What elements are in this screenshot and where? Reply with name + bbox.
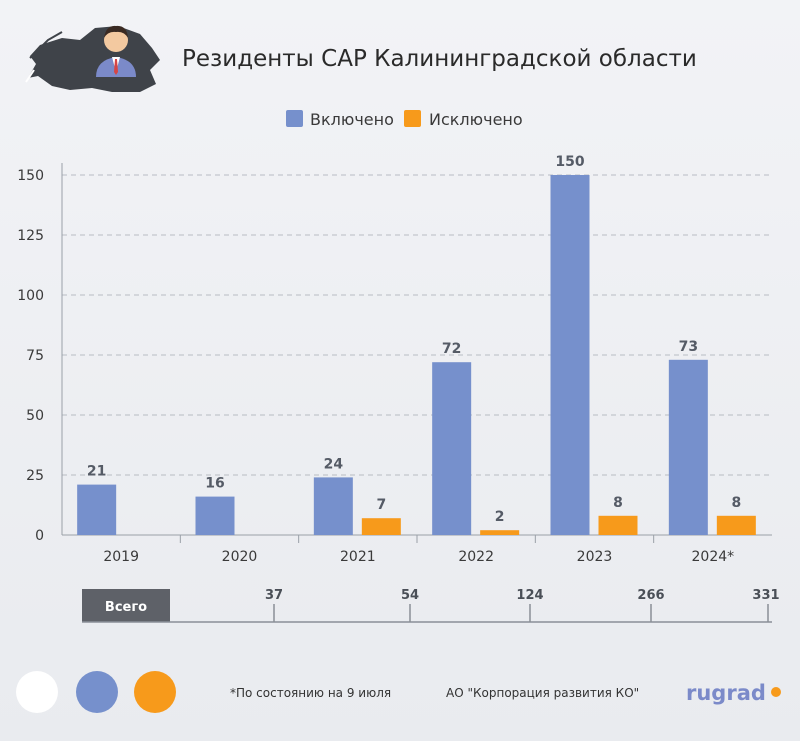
x-tick-label: 2024* bbox=[692, 549, 735, 565]
bars bbox=[77, 175, 756, 535]
footnote: *По состоянию на 9 июля bbox=[230, 686, 391, 700]
x-tick-label: 2021 bbox=[340, 549, 376, 565]
bar-included bbox=[313, 477, 353, 535]
footer: *По состоянию на 9 июля АО "Корпорация р… bbox=[16, 671, 781, 713]
data-labels: 21 16 24 7 72 2 150 8 73 8 bbox=[87, 154, 741, 525]
chart-title: Резиденты САР Калининградской области bbox=[182, 46, 697, 72]
totals-values: 37 54 124 266 331 bbox=[265, 588, 780, 622]
y-tick-label: 25 bbox=[26, 468, 44, 484]
bar-included bbox=[77, 484, 117, 535]
data-label-included: 73 bbox=[679, 339, 698, 355]
grid-lines bbox=[62, 174, 772, 476]
data-label-included: 16 bbox=[205, 476, 224, 492]
bar-included bbox=[195, 496, 235, 535]
y-tick-label: 150 bbox=[17, 168, 44, 184]
data-label-included: 21 bbox=[87, 464, 106, 480]
total-value: 124 bbox=[516, 588, 543, 603]
y-tick-label: 0 bbox=[35, 528, 44, 544]
blue-circle-icon bbox=[76, 671, 118, 713]
y-tick-label: 50 bbox=[26, 408, 44, 424]
y-tick-label: 125 bbox=[17, 228, 44, 244]
total-value: 266 bbox=[637, 588, 664, 603]
data-label-excluded: 2 bbox=[495, 509, 505, 525]
orange-circle-icon bbox=[134, 671, 176, 713]
legend-label-excluded: Исключено bbox=[429, 110, 523, 129]
legend: Включено Исключено bbox=[286, 110, 523, 129]
totals-row: Всего 37 54 124 266 331 bbox=[82, 588, 780, 623]
x-tick-label: 2023 bbox=[577, 549, 613, 565]
y-axis-ticks: 0 25 50 75 100 125 150 bbox=[17, 168, 44, 544]
data-label-excluded: 8 bbox=[613, 495, 623, 511]
totals-label-box bbox=[82, 589, 170, 622]
brand-logo: rugrad bbox=[686, 681, 766, 705]
x-axis-ticks: 2019 2020 2021 2022 2023 2024* bbox=[103, 535, 734, 565]
y-tick-label: 100 bbox=[17, 288, 44, 304]
totals-label: Всего bbox=[105, 600, 147, 615]
legend-swatch-included bbox=[286, 110, 303, 127]
bar-excluded bbox=[480, 530, 520, 535]
bar-included bbox=[432, 362, 472, 535]
x-tick-label: 2019 bbox=[103, 549, 139, 565]
legend-label-included: Включено bbox=[310, 110, 394, 129]
total-value: 331 bbox=[752, 588, 779, 603]
x-tick-label: 2022 bbox=[458, 549, 494, 565]
data-label-excluded: 7 bbox=[376, 497, 386, 513]
brand-dot-icon bbox=[771, 687, 781, 697]
data-label-included: 150 bbox=[555, 154, 584, 170]
bar-included bbox=[668, 359, 708, 535]
total-value: 54 bbox=[401, 588, 419, 603]
total-value: 37 bbox=[265, 588, 283, 603]
white-circle-icon bbox=[16, 671, 58, 713]
bar-included bbox=[550, 175, 590, 535]
person-icon bbox=[96, 25, 136, 77]
legend-swatch-excluded bbox=[404, 110, 421, 127]
data-label-included: 72 bbox=[442, 341, 461, 357]
data-label-excluded: 8 bbox=[731, 495, 741, 511]
data-label-included: 24 bbox=[324, 456, 344, 472]
source-text: АО "Корпорация развития КО" bbox=[446, 686, 639, 700]
bar-excluded bbox=[361, 518, 401, 535]
bar-excluded bbox=[598, 515, 638, 535]
y-tick-label: 75 bbox=[26, 348, 44, 364]
bar-excluded bbox=[716, 515, 756, 535]
x-tick-label: 2020 bbox=[222, 549, 258, 565]
